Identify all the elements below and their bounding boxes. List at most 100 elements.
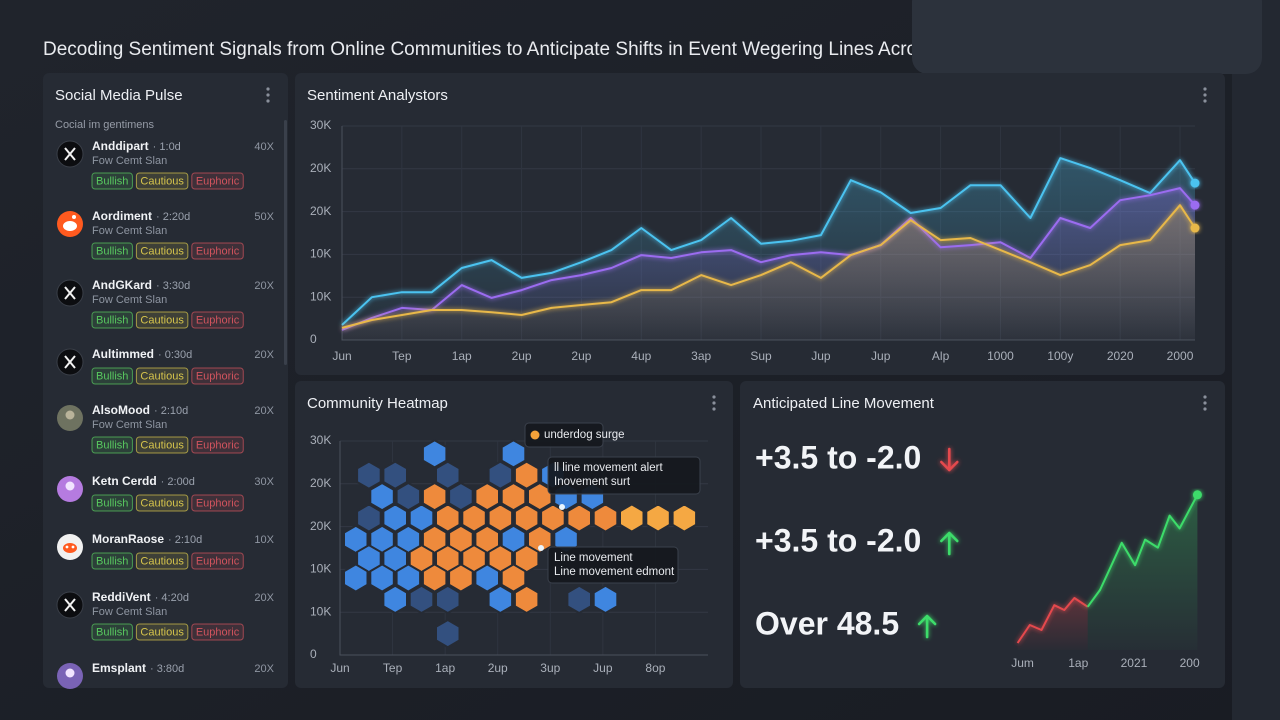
tag: Euphoric	[191, 311, 244, 329]
tooltip-text: Inovement surt	[554, 476, 631, 488]
tag-label: Euphoric	[196, 439, 240, 451]
x-tick-label: 8op	[645, 661, 665, 675]
menu[interactable]	[712, 395, 716, 411]
tag-bg	[91, 552, 133, 570]
item-time: · 2:00d	[161, 476, 195, 488]
social-item[interactable]: AndGKard · 3:30d 20X Fow Cemt Slan Bullish Ca…	[91, 278, 275, 329]
tag-label: Bullish	[96, 245, 128, 257]
avatar-icon	[56, 591, 84, 619]
menu[interactable]	[266, 87, 270, 103]
item-title: Aordiment · 2:20d	[92, 209, 190, 223]
social-panel	[43, 73, 288, 688]
item-name: MoranRaose	[92, 532, 164, 546]
heat-cell	[592, 503, 619, 533]
y-tick-label: 20K	[310, 476, 331, 490]
heat-cell	[382, 543, 408, 574]
heat-cell	[461, 543, 487, 574]
highlight-dot	[538, 545, 544, 551]
heat-cell	[500, 439, 527, 469]
x-tick-label: 2000	[1167, 349, 1194, 363]
y-tick-label: 10K	[310, 562, 331, 576]
avatar-icon	[56, 140, 84, 168]
x-tick-label: 3ap	[691, 349, 711, 363]
tag: Cautious	[135, 172, 189, 190]
item-title: Emsplant · 3:80d	[92, 661, 184, 675]
tag-bg	[191, 552, 244, 570]
tag-bg	[191, 172, 244, 190]
avatar-icon	[57, 534, 83, 560]
item-meta: Fow Cemt Slan	[92, 606, 167, 618]
item-name: ReddiVent	[92, 590, 151, 604]
heat-cell	[500, 563, 527, 593]
avatar-icon	[57, 476, 83, 502]
x-tick-label: 2up	[571, 349, 591, 363]
head	[65, 410, 75, 420]
movement-value: +3.5 to -2.0	[755, 439, 921, 475]
heat-cell	[395, 563, 422, 593]
scrollbar[interactable]	[284, 120, 287, 365]
avatar-icon	[57, 211, 83, 237]
item-meta: Fow Cemt Slan	[92, 225, 167, 237]
heat-cell	[382, 584, 408, 615]
tooltip-text: underdog surge	[544, 429, 625, 441]
menu[interactable]	[1203, 395, 1207, 411]
tag-bg	[135, 436, 189, 454]
x-tick-label: 200	[1180, 656, 1200, 670]
heat-cell	[671, 503, 698, 533]
social-item[interactable]: MoranRaose · 2:10d 10X Bullish Cautious Eupho…	[91, 532, 275, 570]
tag-label: Cautious	[140, 245, 184, 257]
social-item[interactable]: Anddipart · 1:0d 40X Fow Cemt Slan Bullish Ca…	[91, 139, 275, 190]
y-tick-label: 30K	[310, 433, 331, 447]
tooltip-bg	[547, 546, 679, 584]
heat-cell	[448, 481, 474, 512]
heat-cell	[408, 503, 435, 533]
tag: Cautious	[135, 552, 189, 570]
tag: Euphoric	[191, 367, 244, 385]
social-item[interactable]: Aordiment · 2:20d 50X Fow Cemt Slan Bullish C…	[91, 209, 275, 260]
x-tick-label: 3up	[540, 661, 560, 675]
tag-bg	[91, 242, 133, 260]
tag-label: Euphoric	[196, 370, 240, 382]
movement-value: Over 48.5	[755, 605, 899, 641]
social-item[interactable]: Emsplant · 3:80d 20X	[92, 661, 275, 675]
tag-label: Euphoric	[196, 314, 240, 326]
heat-cell	[474, 481, 500, 512]
social-item[interactable]: Ketn Cerdd · 2:00d 30X Bullish Cautious Eupho…	[91, 474, 275, 512]
social-item[interactable]: ReddiVent · 4:20d 20X Fow Cemt Slan Bullish C…	[91, 590, 275, 641]
tag: Euphoric	[191, 436, 244, 454]
tag-label: Cautious	[140, 175, 184, 187]
tag-bg	[91, 436, 133, 454]
item-meta: Fow Cemt Slan	[92, 294, 167, 306]
avatar-icon	[57, 663, 83, 689]
item-time: · 2:10d	[168, 534, 202, 546]
tag-bg	[191, 436, 244, 454]
tag: Bullish	[91, 623, 133, 641]
panel-subtitle: Cocial im gentimens	[55, 119, 155, 131]
item-name: Ketn Cerdd	[92, 474, 157, 488]
avatar-icon	[56, 279, 84, 307]
eye	[65, 545, 69, 549]
tag-label: Bullish	[96, 370, 128, 382]
end-marker	[1190, 223, 1200, 233]
tag-bg	[135, 623, 189, 641]
item-score: 20X	[254, 405, 274, 417]
item-time: · 3:30d	[156, 280, 190, 292]
heat-cell	[527, 524, 553, 555]
panel-title: Anticipated Line Movement	[753, 395, 935, 412]
menu[interactable]	[1203, 87, 1207, 103]
social-item[interactable]: Aultimmed · 0:30d 20X Bullish Cautious Euphor…	[91, 347, 275, 385]
tag-label: Bullish	[96, 497, 128, 509]
x-tick-label: Jup	[811, 349, 831, 363]
x-tick-label: Jup	[593, 661, 613, 675]
item-time: · 3:80d	[150, 663, 184, 675]
tooltip-text: Line movement edmont	[554, 566, 675, 578]
head	[65, 668, 75, 678]
item-score: 20X	[254, 592, 274, 604]
panel-title: Social Media Pulse	[55, 87, 183, 104]
tag: Euphoric	[191, 172, 244, 190]
ear	[72, 215, 76, 219]
social-item[interactable]: AlsoMood · 2:10d 20X Fow Cemt Slan Bullish Ca…	[91, 403, 275, 454]
x-tick-label: 1000	[987, 349, 1014, 363]
tag: Cautious	[135, 436, 189, 454]
